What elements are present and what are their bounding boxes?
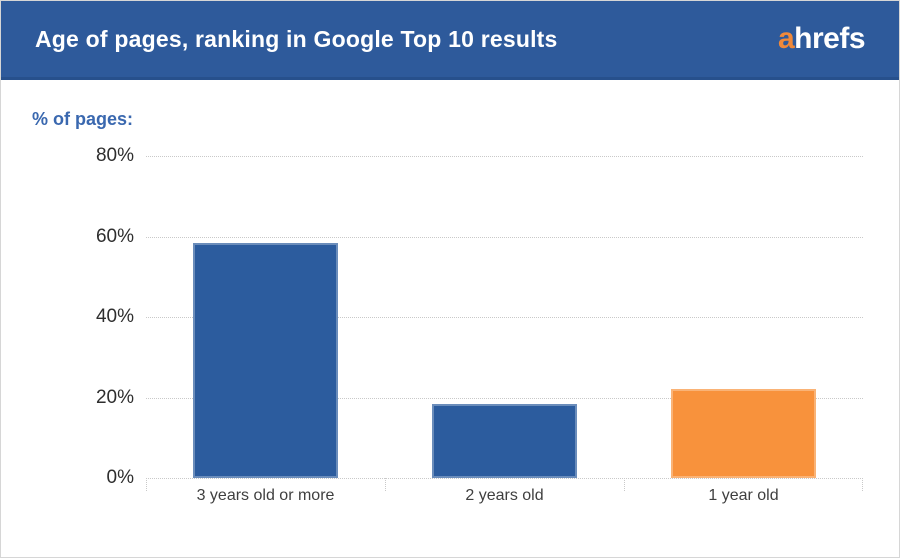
y-tick-label: 60% xyxy=(95,225,134,247)
header: Age of pages, ranking in Google Top 10 r… xyxy=(1,1,899,80)
gridline-40 xyxy=(146,317,863,318)
y-tick-label: 80% xyxy=(95,145,134,166)
gridline-20 xyxy=(146,397,863,399)
bar-2-years-old xyxy=(432,403,577,478)
y-tick-label: 0% xyxy=(106,467,134,488)
y-tick-label: 40% xyxy=(95,306,134,327)
chart-title: Age of pages, ranking in Google Top 10 r… xyxy=(35,25,558,52)
ahrefs-logo-rest: hrefs xyxy=(794,22,865,55)
y-tick-label: 20% xyxy=(95,386,134,408)
gridline-0 xyxy=(146,478,863,479)
bar-3-years-old-or-more xyxy=(193,242,338,478)
x-tick-label: 2 years old xyxy=(465,487,544,504)
gridline-80 xyxy=(146,156,863,157)
x-axis-tick xyxy=(624,478,625,491)
bar-1-year-old xyxy=(671,389,816,478)
x-tick-label: 1 year old xyxy=(708,487,779,504)
x-axis-tick xyxy=(862,478,863,491)
y-axis-title: % of pages: xyxy=(32,109,134,129)
plot-area: 80% 60% 40% 20% 0% 3 years old or more 2 years… xyxy=(96,145,863,504)
x-tick-label: 3 years old or more xyxy=(196,487,335,504)
ahrefs-logo: ahrefs xyxy=(777,22,866,56)
x-axis-tick xyxy=(385,478,386,491)
ahrefs-logo-a: a xyxy=(777,22,795,55)
gridline-60 xyxy=(146,236,863,238)
x-axis-tick xyxy=(146,478,147,491)
